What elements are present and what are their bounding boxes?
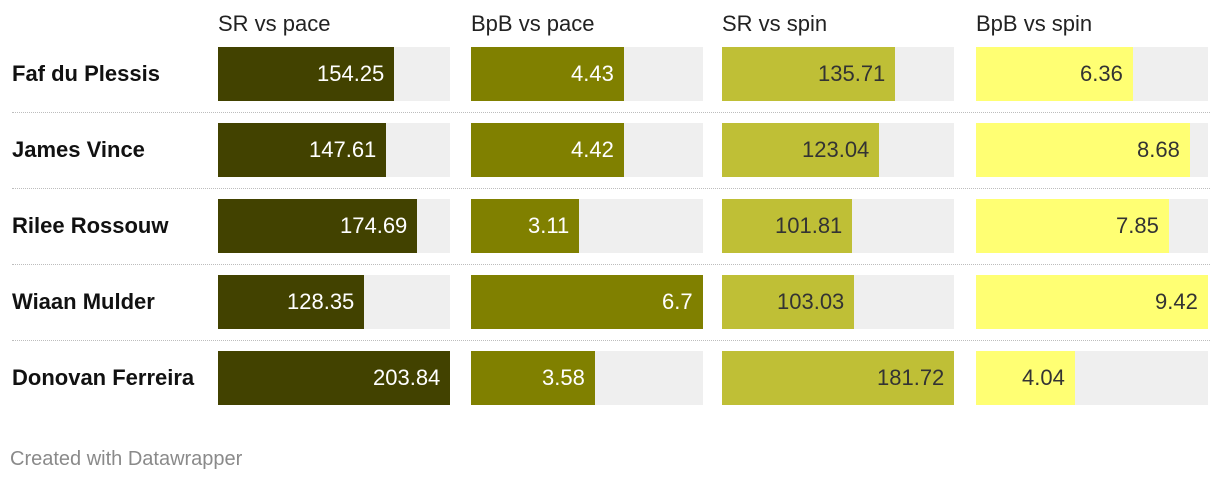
bar-track: 6.36 <box>976 47 1208 101</box>
value-label: 147.61 <box>309 137 377 162</box>
bar-track: 9.42 <box>976 275 1208 329</box>
bar <box>976 351 1075 405</box>
bar-track: 147.61 <box>218 123 450 177</box>
bar <box>471 351 595 405</box>
bar-track: 7.85 <box>976 199 1208 253</box>
value-label: 181.72 <box>877 365 945 390</box>
bar <box>976 275 1208 329</box>
bar <box>471 123 624 177</box>
value-label: 154.25 <box>317 61 385 86</box>
bar <box>218 47 394 101</box>
row-label-player: Rilee Rossouw <box>12 213 169 238</box>
bar <box>722 351 954 405</box>
value-label: 6.36 <box>1080 61 1123 86</box>
value-label: 3.58 <box>542 365 585 390</box>
value-label: 3.11 <box>528 213 570 238</box>
bar-track: 6.7 <box>471 275 703 329</box>
row-label-player: James Vince <box>12 137 145 162</box>
row-label-player: Wiaan Mulder <box>12 289 155 314</box>
value-label: 203.84 <box>373 365 441 390</box>
value-label: 7.85 <box>1116 213 1159 238</box>
bar-track: 4.04 <box>976 351 1208 405</box>
value-label: 103.03 <box>777 289 845 314</box>
bar-track: 4.42 <box>471 123 703 177</box>
bar <box>471 47 624 101</box>
column-header: SR vs spin <box>722 11 828 36</box>
value-label: 4.04 <box>1022 365 1065 390</box>
row-divider <box>12 340 1210 341</box>
value-label: 4.42 <box>571 137 614 162</box>
bar <box>218 199 417 253</box>
bar <box>471 199 579 253</box>
bar <box>218 123 386 177</box>
bar-track: 3.11 <box>471 199 703 253</box>
bar-track: 135.71 <box>722 47 954 101</box>
bar-track: 101.81 <box>722 199 954 253</box>
bar <box>722 47 895 101</box>
value-label: 9.42 <box>1155 289 1198 314</box>
bar <box>218 351 450 405</box>
bar-track: 203.84 <box>218 351 450 405</box>
bar-track: 123.04 <box>722 123 954 177</box>
value-label: 135.71 <box>818 61 886 86</box>
value-label: 101.81 <box>775 213 843 238</box>
bar <box>976 199 1169 253</box>
row-label-player: Faf du Plessis <box>12 61 160 86</box>
bar-track: 174.69 <box>218 199 450 253</box>
value-label: 4.43 <box>571 61 614 86</box>
bar <box>722 123 879 177</box>
value-label: 8.68 <box>1137 137 1180 162</box>
column-header: SR vs pace <box>218 11 331 36</box>
bar <box>722 275 854 329</box>
value-label: 174.69 <box>340 213 408 238</box>
column-header: BpB vs pace <box>471 11 595 36</box>
bar-track: 103.03 <box>722 275 954 329</box>
bar-track: 8.68 <box>976 123 1208 177</box>
bar <box>976 47 1133 101</box>
bar-track: 3.58 <box>471 351 703 405</box>
bar <box>976 123 1190 177</box>
row-label-player: Donovan Ferreira <box>12 365 195 390</box>
bar <box>218 275 364 329</box>
footer-credit[interactable]: Created with Datawrapper <box>10 448 243 470</box>
row-divider <box>12 112 1210 113</box>
bar-track: 128.35 <box>218 275 450 329</box>
bar-track: 181.72 <box>722 351 954 405</box>
value-label: 6.7 <box>662 289 693 314</box>
row-divider <box>12 264 1210 265</box>
value-label: 123.04 <box>802 137 870 162</box>
row-divider <box>12 188 1210 189</box>
column-header: BpB vs spin <box>976 11 1093 36</box>
bar-track: 154.25 <box>218 47 450 101</box>
bar-track: 4.43 <box>471 47 703 101</box>
bar <box>471 275 703 329</box>
value-label: 128.35 <box>287 289 355 314</box>
bar <box>722 199 852 253</box>
